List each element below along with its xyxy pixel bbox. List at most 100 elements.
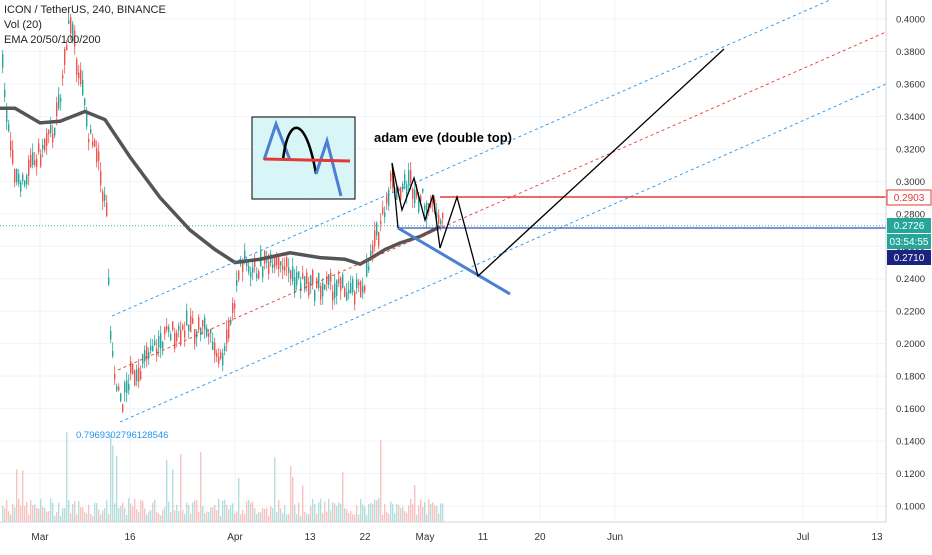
candle-body	[48, 130, 50, 135]
candle-body	[356, 279, 358, 289]
candle-body	[442, 212, 444, 219]
volume-bar	[420, 499, 422, 522]
symbol-title[interactable]: ICON / TetherUS, 240, BINANCE	[4, 4, 166, 16]
volume-bar	[220, 515, 222, 522]
candle-body	[160, 333, 162, 349]
candle-body	[302, 273, 304, 280]
candle-body	[236, 279, 238, 286]
candle-body	[154, 341, 156, 346]
volume-bar	[84, 511, 86, 522]
volume-bar	[232, 503, 234, 522]
volume-bar	[242, 510, 244, 522]
candle-body	[316, 278, 318, 289]
volume-bar	[308, 514, 310, 522]
candle-body	[24, 180, 26, 186]
volume-bar	[252, 501, 254, 522]
candle-body	[370, 250, 372, 260]
candle-body	[280, 261, 282, 266]
candle-body	[330, 272, 332, 282]
volume-bar	[378, 498, 380, 522]
volume-bar	[226, 504, 228, 522]
candle-body	[374, 230, 376, 246]
volume-bar	[98, 509, 100, 522]
volume-bar	[254, 508, 256, 522]
candle-body	[100, 170, 102, 186]
blue-level-price-label: 0.2710	[894, 253, 925, 264]
volume-bar	[48, 511, 50, 522]
candle-body	[310, 275, 312, 285]
volume-bar	[406, 512, 408, 522]
candle-body	[320, 285, 322, 300]
volume-bar	[334, 503, 336, 522]
candle-body	[68, 20, 70, 24]
volume-bar	[272, 508, 274, 522]
volume-bar	[158, 513, 160, 522]
volume-bar	[82, 507, 84, 522]
volume-bar	[438, 513, 440, 522]
candle-body	[158, 335, 160, 348]
volume-bar	[184, 513, 186, 522]
volume-bar	[358, 514, 360, 522]
volume-bar	[24, 506, 26, 522]
volume-bar	[332, 502, 334, 522]
price-axis-tick: 0.3400	[896, 112, 925, 123]
volume-bar	[86, 513, 88, 522]
candle-body	[332, 291, 334, 301]
volume-bar	[282, 512, 284, 522]
candle-body	[400, 187, 402, 200]
candle-body	[80, 69, 82, 85]
candle-body	[180, 330, 182, 345]
volume-bar	[214, 504, 216, 522]
candle-body	[436, 212, 438, 218]
low-price-label: 0.7969302796128546	[76, 430, 168, 441]
volume-bar	[154, 499, 156, 522]
volume-bar	[42, 507, 44, 522]
candle-body	[130, 361, 132, 374]
candle-body	[430, 202, 432, 208]
ema-indicator-label[interactable]: EMA 20/50/100/200	[4, 34, 101, 46]
candle-body	[362, 286, 364, 293]
candle-body	[364, 285, 366, 292]
volume-bar	[324, 501, 326, 522]
candle-body	[426, 203, 428, 220]
current-price-label-box	[887, 218, 931, 233]
candle-body	[88, 139, 90, 143]
candle-body	[14, 168, 16, 183]
volume-bar	[112, 445, 114, 522]
volume-bar	[178, 511, 180, 522]
candle-body	[232, 302, 234, 313]
volume-bar	[156, 511, 158, 522]
volume-bar	[142, 501, 144, 522]
candle-body	[372, 245, 374, 254]
candle-body	[144, 349, 146, 362]
volume-bar	[296, 514, 298, 522]
candle-body	[414, 189, 416, 204]
candle-body	[418, 196, 420, 212]
volume-bar	[100, 514, 102, 522]
volume-bar	[44, 507, 46, 522]
price-axis-tick: 0.1400	[896, 437, 925, 448]
trend-support-line	[397, 226, 511, 296]
candle-body	[226, 329, 228, 344]
candle-body	[76, 59, 78, 75]
candle-body	[254, 258, 256, 267]
volume-bar	[382, 514, 384, 522]
candle-body	[208, 333, 210, 337]
time-axis-tick: 22	[359, 532, 371, 543]
candle-body	[16, 169, 18, 183]
volume-bar	[224, 499, 226, 522]
volume-bar	[50, 498, 52, 522]
volume-bar	[202, 506, 204, 522]
volume-bar	[132, 506, 134, 522]
volume-bar	[410, 498, 412, 522]
volume-indicator-label[interactable]: Vol (20)	[4, 19, 42, 31]
candle-body	[112, 350, 114, 356]
volume-bar	[46, 511, 48, 522]
volume-bar	[346, 509, 348, 522]
candle-body	[306, 272, 308, 284]
candle-body	[96, 148, 98, 162]
volume-bar	[176, 504, 178, 522]
candle-body	[126, 380, 128, 393]
